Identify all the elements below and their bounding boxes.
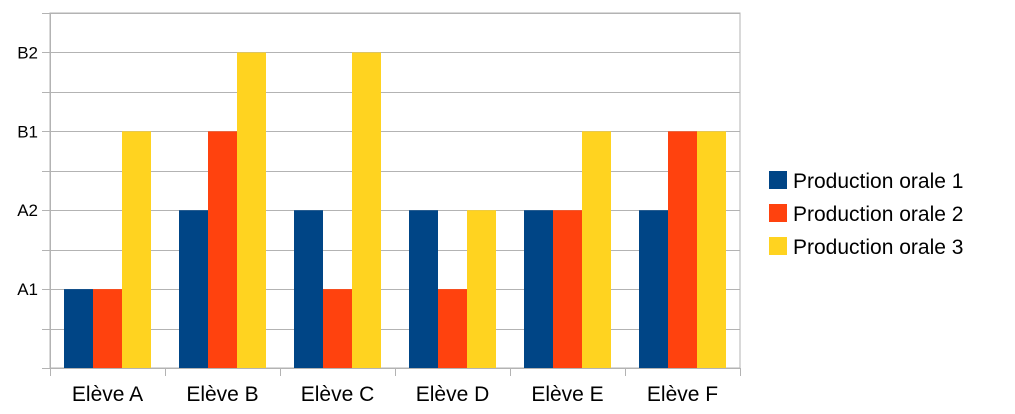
x-tick-label: Elève B: [186, 383, 258, 406]
legend-label-2: Production orale 2: [793, 203, 963, 226]
bar-2-1: [93, 289, 122, 368]
bar-2-2: [208, 131, 237, 368]
plot-area: [49, 12, 741, 369]
bar-3-6: [697, 131, 726, 368]
x-tick-label: Elève F: [647, 383, 718, 406]
x-tick-label: Elève D: [416, 383, 490, 406]
bar-2-5: [553, 210, 582, 368]
bars: [64, 52, 726, 368]
bar-1-3: [294, 210, 323, 368]
bar-1-4: [409, 210, 438, 368]
axes: [42, 13, 741, 376]
legend-swatch-1: [769, 171, 787, 189]
y-tick-label: B2: [17, 43, 38, 62]
y-axis-ticks: A1 A2 B1 B2: [17, 43, 38, 299]
bar-2-6: [668, 131, 697, 368]
bar-3-4: [467, 210, 496, 368]
bar-1-2: [179, 210, 208, 368]
legend: Production orale 1 Production orale 2 Prod…: [769, 170, 963, 259]
legend-label-1: Production orale 1: [793, 170, 963, 193]
bar-3-2: [237, 52, 266, 368]
bar-1-1: [64, 289, 93, 368]
x-axis-ticks: Elève A Elève B Elève C Elève D Elève E Elève…: [72, 383, 718, 406]
bar-3-3: [352, 52, 381, 368]
y-tick-label: A2: [17, 201, 38, 220]
y-tick-label: A1: [17, 280, 38, 299]
plot-border: [49, 12, 741, 369]
legend-label-3: Production orale 3: [793, 236, 963, 259]
bar-1-6: [639, 210, 668, 368]
bar-3-5: [582, 131, 611, 368]
x-tick-label: Elève C: [301, 383, 375, 406]
legend-swatch-2: [769, 204, 787, 222]
y-tick-label: B1: [17, 122, 38, 141]
legend-swatch-3: [769, 237, 787, 255]
x-tick-label: Elève E: [531, 383, 603, 406]
bar-1-5: [524, 210, 553, 368]
bar-2-3: [323, 289, 352, 368]
x-tick-label: Elève A: [72, 383, 143, 406]
gridlines: [50, 13, 740, 330]
bar-3-1: [122, 131, 151, 368]
bar-2-4: [438, 289, 467, 368]
